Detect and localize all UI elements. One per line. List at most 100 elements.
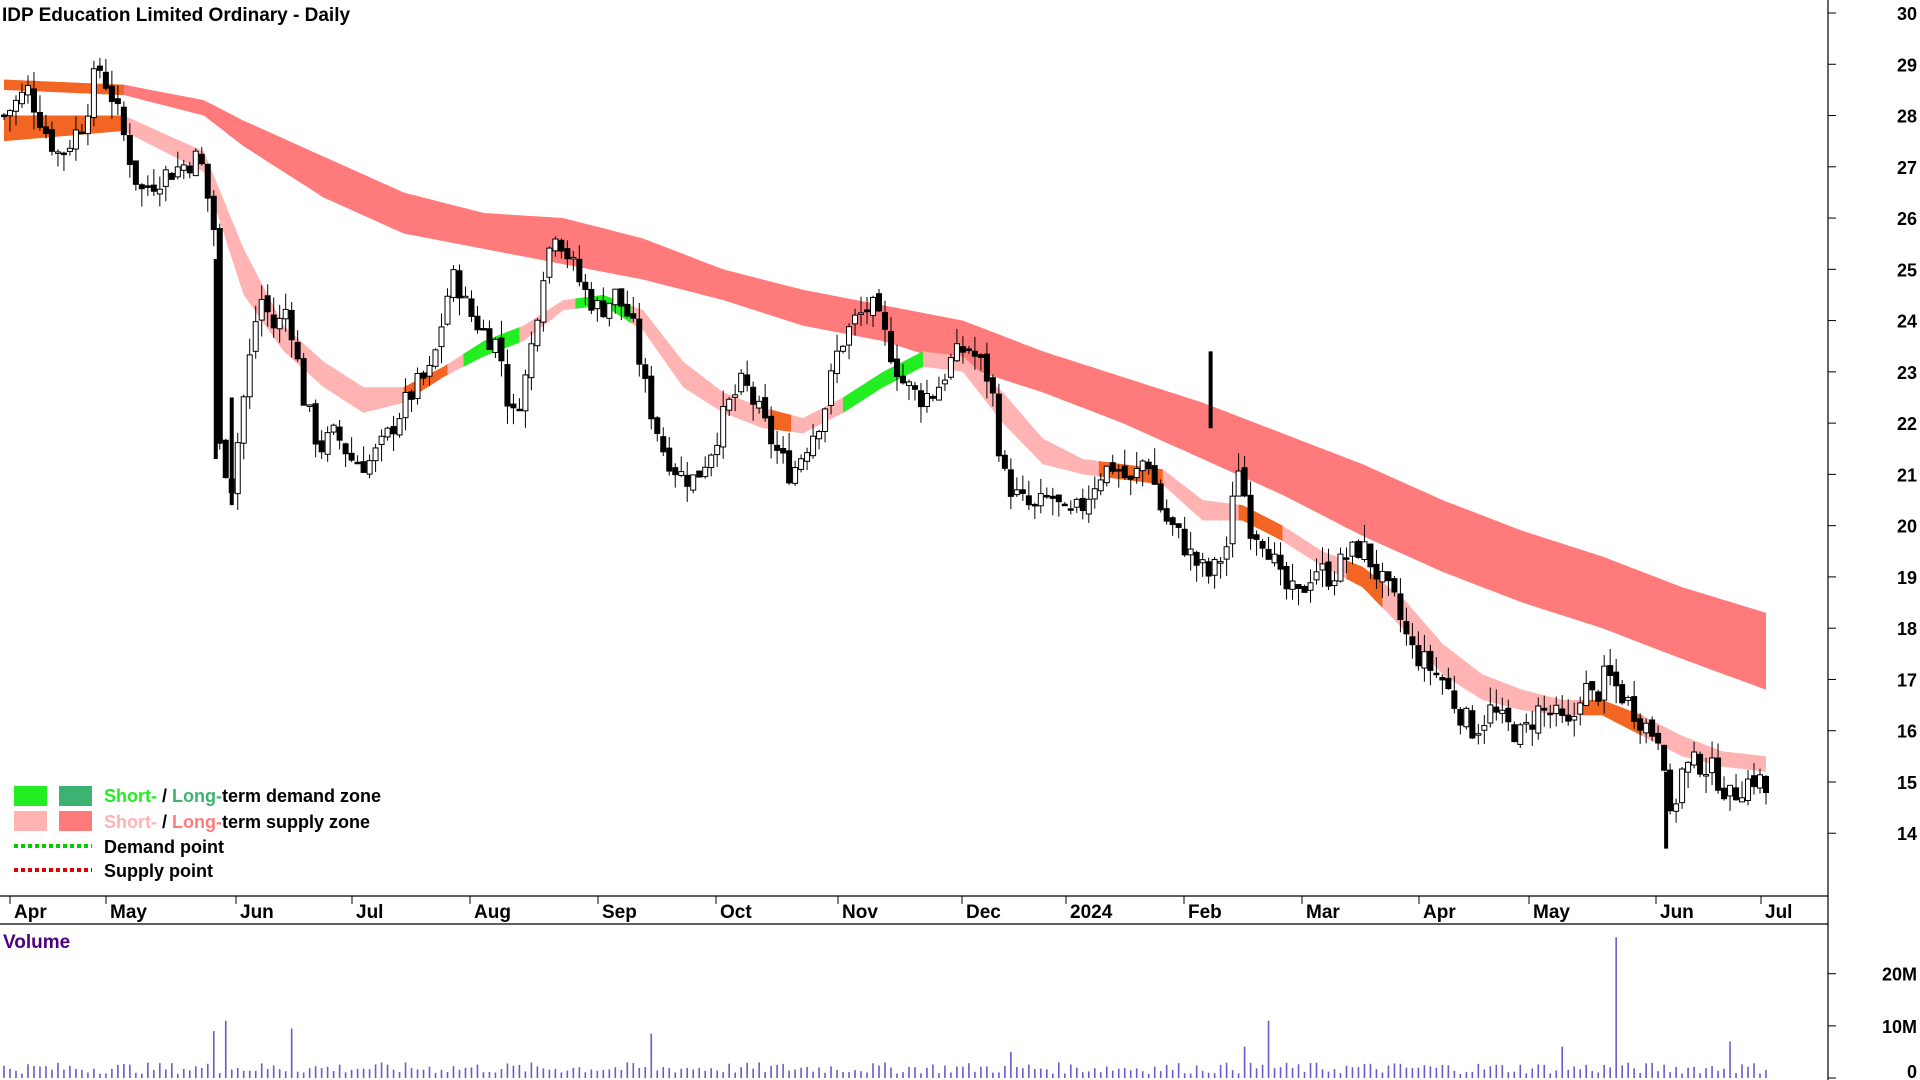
volume-bar bbox=[1189, 1073, 1192, 1078]
zone-overlap-3 bbox=[771, 409, 792, 432]
volume-bar bbox=[1291, 1068, 1294, 1078]
volume-bar bbox=[422, 1069, 425, 1078]
candle bbox=[1199, 552, 1206, 577]
candle bbox=[1553, 696, 1560, 727]
volume-bar bbox=[1615, 937, 1617, 1078]
candle bbox=[893, 344, 900, 391]
candle bbox=[372, 443, 379, 472]
candle bbox=[1619, 679, 1626, 705]
candle bbox=[1487, 687, 1494, 728]
volume-bar bbox=[758, 1062, 760, 1078]
candle bbox=[1145, 458, 1152, 475]
candle bbox=[1445, 667, 1452, 690]
volume-bar bbox=[1561, 1046, 1564, 1078]
volume-bar bbox=[177, 1073, 179, 1078]
candle bbox=[1067, 500, 1074, 515]
candle bbox=[324, 426, 331, 462]
candle bbox=[516, 398, 523, 412]
volume-bar bbox=[1363, 1063, 1366, 1078]
candle bbox=[1127, 475, 1134, 496]
volume-bar bbox=[992, 1072, 994, 1078]
volume-bar bbox=[1417, 1067, 1420, 1078]
volume-bar bbox=[1165, 1064, 1168, 1078]
y-tick-label: 23 bbox=[1897, 363, 1917, 383]
volume-bar bbox=[938, 1073, 940, 1078]
candle bbox=[156, 176, 163, 207]
volume-bar bbox=[1717, 1070, 1719, 1078]
candle bbox=[246, 338, 253, 409]
candle bbox=[1247, 481, 1254, 550]
legend-supply-long: Long- bbox=[172, 812, 222, 832]
x-tick-label: Jun bbox=[240, 902, 274, 923]
candle bbox=[1397, 578, 1404, 633]
candle bbox=[1451, 675, 1458, 714]
candle bbox=[1463, 706, 1470, 730]
volume-bar bbox=[99, 1073, 101, 1078]
candle bbox=[1421, 634, 1428, 682]
volume-bar bbox=[1081, 1072, 1084, 1078]
volume-bar bbox=[1285, 1062, 1288, 1078]
candle bbox=[432, 348, 439, 369]
volume-bar bbox=[410, 1068, 413, 1078]
candle bbox=[546, 246, 553, 284]
volume-bar bbox=[1010, 1051, 1012, 1078]
volume-bar bbox=[1028, 1064, 1030, 1078]
volume-bar bbox=[147, 1062, 149, 1078]
candle bbox=[666, 436, 673, 476]
candle bbox=[276, 304, 283, 343]
volume-layer bbox=[3, 937, 1767, 1078]
candle-gap-bar bbox=[1664, 771, 1669, 849]
volume-bar bbox=[1687, 1067, 1689, 1078]
volume-bar bbox=[1052, 1073, 1054, 1078]
volume-bar bbox=[290, 1028, 293, 1078]
volume-bar bbox=[404, 1062, 407, 1078]
volume-bar bbox=[416, 1069, 419, 1078]
volume-bar bbox=[1040, 1068, 1042, 1078]
volume-bar bbox=[1387, 1065, 1390, 1078]
volume-bar bbox=[350, 1069, 353, 1078]
volume-bar bbox=[135, 1072, 137, 1078]
volume-bar bbox=[1345, 1065, 1348, 1078]
volume-bar bbox=[272, 1065, 275, 1078]
volume-bar bbox=[1663, 1064, 1665, 1078]
volume-bar bbox=[740, 1067, 742, 1078]
candle bbox=[48, 121, 55, 156]
volume-bar bbox=[752, 1068, 754, 1078]
candle bbox=[971, 336, 978, 370]
candle bbox=[132, 160, 139, 191]
volume-bar bbox=[488, 1071, 491, 1078]
candle bbox=[1289, 563, 1296, 600]
candle bbox=[462, 286, 469, 299]
candle bbox=[102, 59, 109, 91]
candle bbox=[1271, 542, 1278, 567]
x-tick-label: May bbox=[110, 902, 147, 923]
candle bbox=[822, 407, 829, 443]
volume-bar bbox=[1759, 1073, 1761, 1078]
volume-bar bbox=[57, 1062, 59, 1078]
candle bbox=[917, 383, 924, 423]
volume-bar bbox=[1489, 1066, 1492, 1078]
y-tick-label: 24 bbox=[1897, 312, 1917, 332]
volume-bar bbox=[446, 1072, 449, 1078]
volume-bar bbox=[860, 1071, 862, 1078]
volume-bar bbox=[362, 1068, 365, 1078]
candle bbox=[1721, 776, 1728, 801]
volume-bar bbox=[129, 1064, 131, 1078]
volume-bar bbox=[1477, 1063, 1480, 1078]
legend-supply-short: Short- bbox=[104, 812, 157, 832]
candle bbox=[1643, 718, 1650, 744]
candle bbox=[959, 336, 966, 364]
volume-bar bbox=[1333, 1069, 1336, 1078]
volume-bar bbox=[1435, 1067, 1438, 1078]
volume-bar bbox=[464, 1067, 467, 1078]
volume-bar bbox=[1351, 1067, 1354, 1078]
volume-bar bbox=[1213, 1073, 1216, 1078]
x-tick-label: Jul bbox=[356, 902, 383, 923]
volume-bar bbox=[1297, 1064, 1300, 1078]
candle bbox=[1265, 536, 1272, 560]
candle bbox=[204, 163, 211, 212]
legend-supply-sep: / bbox=[157, 812, 172, 832]
candle bbox=[1607, 648, 1614, 686]
volume-bar bbox=[1591, 1070, 1593, 1078]
candle bbox=[522, 369, 529, 428]
